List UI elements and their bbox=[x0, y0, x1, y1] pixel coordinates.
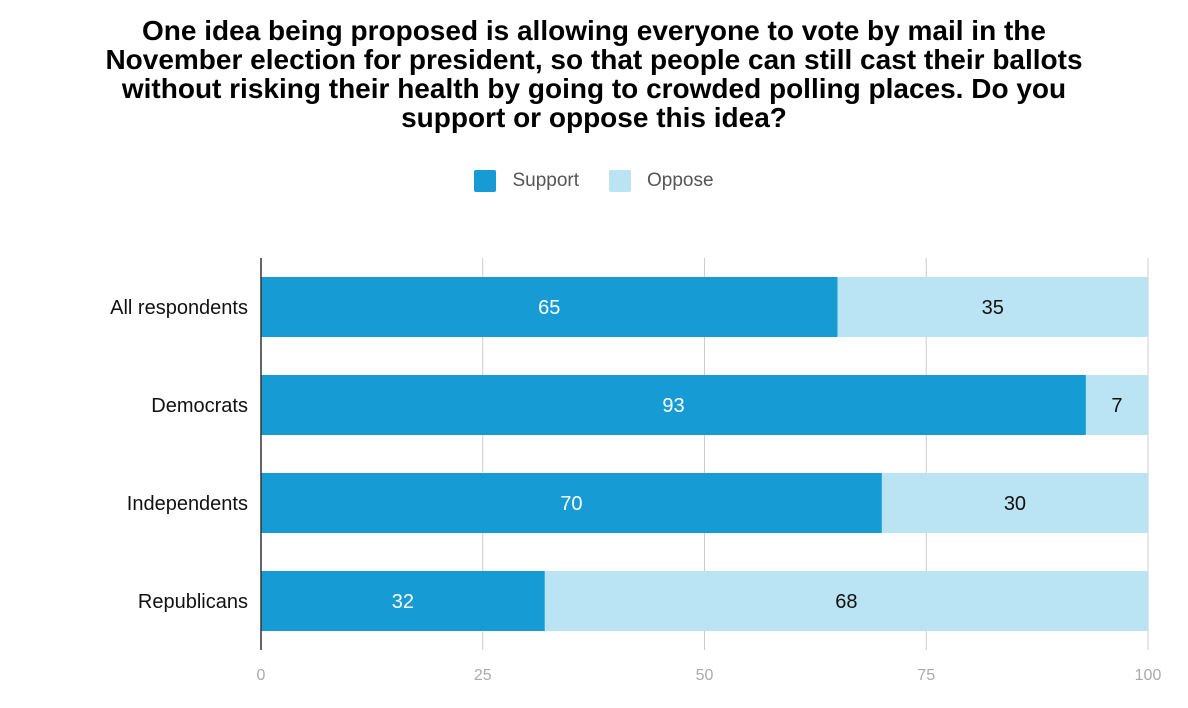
chart-title-line: November election for president, so that… bbox=[105, 44, 1083, 75]
legend-item-support: Support bbox=[474, 170, 579, 192]
bar-oppose bbox=[1085, 375, 1148, 435]
chart-title-line: without risking their health by going to… bbox=[121, 73, 1067, 104]
legend-swatch-oppose bbox=[609, 170, 631, 192]
y-category-label: Democrats bbox=[151, 395, 248, 417]
legend-label-support: Support bbox=[512, 170, 579, 191]
x-tick-label: 75 bbox=[917, 667, 935, 684]
bar-oppose bbox=[881, 473, 1148, 533]
y-category-label: Independents bbox=[127, 493, 248, 515]
data-label: 93 bbox=[662, 395, 684, 417]
data-label: 7 bbox=[1111, 395, 1122, 417]
bar-support bbox=[261, 375, 1086, 435]
legend-label-oppose: Oppose bbox=[647, 170, 714, 191]
legend-item-oppose: Oppose bbox=[609, 170, 714, 192]
x-tick-label: 0 bbox=[257, 667, 266, 684]
chart-title-line: support or oppose this idea? bbox=[401, 102, 787, 133]
data-label: 35 bbox=[982, 297, 1004, 319]
data-label: 70 bbox=[560, 493, 582, 515]
x-tick-label: 25 bbox=[474, 667, 492, 684]
chart-legend: Support Oppose bbox=[0, 170, 1188, 192]
x-tick-label: 100 bbox=[1135, 667, 1162, 684]
chart-title-line: One idea being proposed is allowing ever… bbox=[142, 15, 1046, 46]
data-label: 65 bbox=[538, 297, 560, 319]
x-tick-label: 50 bbox=[696, 667, 714, 684]
bar-support bbox=[261, 571, 545, 631]
bar-oppose bbox=[544, 571, 1148, 631]
bar-support bbox=[261, 473, 882, 533]
chart-title: One idea being proposed is allowing ever… bbox=[0, 16, 1188, 132]
y-category-label: All respondents bbox=[110, 297, 248, 319]
y-category-label: Republicans bbox=[138, 591, 248, 613]
data-label: 68 bbox=[835, 591, 857, 613]
bar-oppose bbox=[837, 277, 1148, 337]
data-label: 32 bbox=[392, 591, 414, 613]
legend-swatch-support bbox=[474, 170, 497, 192]
data-label: 30 bbox=[1004, 493, 1026, 515]
bar-support bbox=[261, 277, 838, 337]
